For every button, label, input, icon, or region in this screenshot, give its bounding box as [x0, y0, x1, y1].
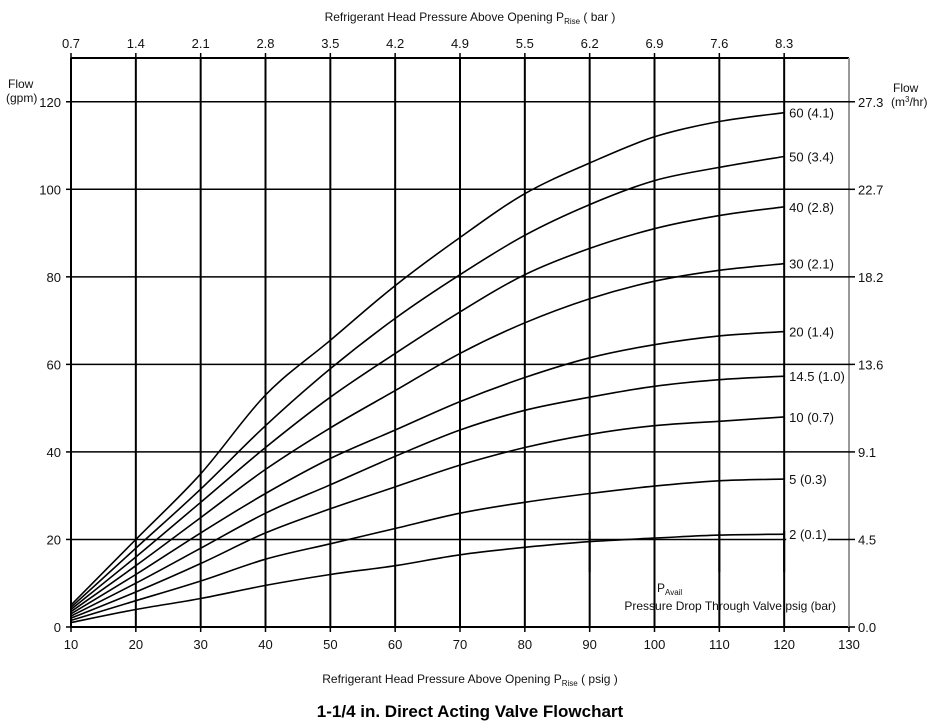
y-tick-label: 100: [39, 182, 61, 197]
x2-tick-label: 8.3: [775, 36, 793, 51]
x2-tick-label: 0.7: [62, 36, 80, 51]
series-label: 40 (2.8): [789, 200, 834, 215]
series-label: 14.5 (1.0): [789, 369, 845, 384]
x2-tick-label: 5.5: [516, 36, 534, 51]
y-tick-label: 20: [47, 532, 61, 547]
x-tick-label: 70: [453, 637, 467, 652]
x2-tick-label: 6.9: [645, 36, 663, 51]
series-label-bg: [786, 368, 846, 384]
y2-tick-label: 18.2: [858, 270, 883, 285]
x2-tick-label: 7.6: [710, 36, 728, 51]
x-tick-label: 80: [518, 637, 532, 652]
series-line: [70, 330, 785, 615]
series-label-bg: [786, 255, 835, 271]
x-tick-label: 130: [838, 637, 860, 652]
left-axis-title-line1: Flow: [8, 77, 34, 91]
labels: 10 20 30 40 50 60 70 80 90 100 110 120 130 0.7 1.4 2.1 2…: [39, 36, 883, 652]
series-line: [70, 478, 785, 622]
y2-tick-label: 27.3: [858, 95, 883, 110]
left-axis-title-line2: (gpm): [6, 91, 37, 105]
x-tick-label: 110: [709, 637, 730, 652]
series-line: [70, 375, 785, 617]
x2-tick-label: 2.1: [192, 36, 210, 51]
y-tick-label: 120: [39, 95, 61, 110]
x2-tick-label: 3.5: [321, 36, 339, 51]
x-tick-label: 50: [323, 637, 337, 652]
x2-tick-label: 6.2: [581, 36, 599, 51]
x2-tick-label: 2.8: [256, 36, 274, 51]
grid: [66, 53, 855, 632]
y-tick-label: 0: [54, 620, 61, 635]
series-line: [70, 262, 785, 613]
y2-tick-label: 4.5: [858, 532, 876, 547]
x-tick-label: 120: [773, 637, 795, 652]
series-line: [70, 416, 785, 619]
y-tick-label: 60: [47, 357, 61, 372]
bottom-axis-title: Refrigerant Head Pressure Above Opening …: [322, 672, 618, 688]
series-label-bg: [786, 408, 835, 424]
y2-tick-label: 22.7: [858, 182, 883, 197]
series-label-bg: [786, 526, 828, 542]
x2-tick-label: 4.9: [451, 36, 469, 51]
series-label: 20 (1.4): [789, 325, 834, 340]
pavail-caption: Pressure Drop Through Valve psig (bar): [624, 599, 836, 613]
x-tick-label: 10: [64, 637, 78, 652]
series-label: 10 (0.7): [789, 410, 834, 425]
series-line: [70, 533, 785, 624]
y2-tick-label: 9.1: [858, 445, 876, 460]
chart-title: 1-1/4 in. Direct Acting Valve Flowchart: [317, 702, 624, 721]
y-tick-label: 40: [47, 445, 61, 460]
x-tick-label: 30: [193, 637, 207, 652]
series-label: 60 (4.1): [789, 106, 834, 121]
series-label: 50 (3.4): [789, 149, 834, 164]
y-tick-label: 80: [47, 270, 61, 285]
x2-tick-label: 4.2: [386, 36, 404, 51]
pavail-label: PAvail: [657, 581, 682, 597]
top-axis-title: Refrigerant Head Pressure Above Opening …: [325, 10, 616, 26]
y2-tick-label: 0.0: [858, 620, 876, 635]
series-label-bg: [786, 471, 828, 487]
series-label: 5 (0.3): [789, 472, 827, 487]
series-label: 30 (2.1): [789, 257, 834, 272]
x-tick-label: 90: [582, 637, 596, 652]
x-tick-label: 60: [388, 637, 402, 652]
x-tick-label: 40: [258, 637, 272, 652]
series-lines: [70, 111, 785, 624]
right-axis-title-line2: (m3/hr): [891, 95, 927, 109]
series-line: [70, 155, 785, 608]
series-label-bg: [786, 104, 835, 120]
x-tick-label: 100: [644, 637, 666, 652]
series-line: [70, 206, 785, 611]
x-tick-label: 20: [129, 637, 143, 652]
series-label-bg: [786, 198, 835, 214]
series-label-bg: [786, 323, 835, 339]
right-axis-title-line1: Flow: [893, 81, 919, 95]
series-label-bg: [786, 148, 835, 164]
series-label: 2 (0.1): [789, 527, 827, 542]
series-line: [70, 111, 785, 606]
y2-tick-label: 13.6: [858, 357, 883, 372]
x2-tick-label: 1.4: [127, 36, 145, 51]
